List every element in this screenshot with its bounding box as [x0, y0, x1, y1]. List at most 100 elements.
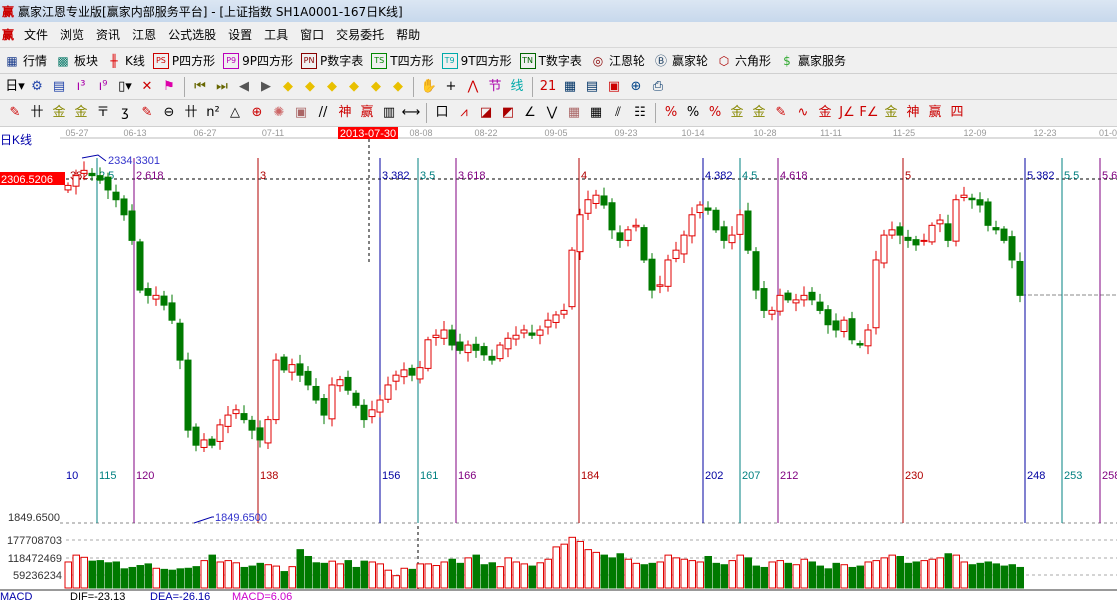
line-tool-icon[interactable]: 线 — [510, 78, 524, 94]
j-angle-icon[interactable]: J∠ — [839, 105, 855, 120]
fan3-icon[interactable]: ◩ — [501, 105, 515, 120]
first-icon[interactable]: ⏮ — [194, 78, 206, 94]
ruler-icon[interactable]: ▥ — [382, 105, 396, 120]
candle-body — [640, 227, 648, 261]
calendar-icon[interactable]: 21 — [539, 78, 557, 94]
fan-icon[interactable]: ⩘ — [460, 105, 468, 120]
toolbar-button-gann-wheel[interactable]: ◎ 江恩轮 — [590, 52, 645, 69]
gold2-icon[interactable]: 金 — [74, 105, 88, 120]
menu-item-3[interactable]: 江恩 — [132, 28, 157, 42]
link-icon[interactable]: ⚙ — [31, 78, 43, 94]
widen-icon[interactable]: ◆ — [327, 78, 337, 94]
toolbar-button-pn[interactable]: PN P数字表 — [301, 52, 363, 69]
toolbar-button-ps[interactable]: PS P四方形 — [152, 52, 215, 69]
toolbar-button-quote-table[interactable]: ▦ 行情 — [4, 52, 47, 69]
shen-angle-icon[interactable]: 神∠ — [906, 105, 920, 126]
menu-item-5[interactable]: 设置 — [228, 28, 253, 42]
report-icon[interactable]: ▤ — [585, 78, 599, 94]
save-icon[interactable]: ▣ — [607, 78, 621, 94]
percent2-icon[interactable]: % — [708, 105, 722, 120]
left-move-icon[interactable]: ◆ — [283, 78, 293, 94]
pen3-icon[interactable]: ✎ — [775, 105, 787, 120]
grid3-icon[interactable]: ▦ — [567, 105, 581, 120]
menu-item-9[interactable]: 帮助 — [396, 28, 421, 42]
parallel-icon[interactable]: ⫽ — [615, 105, 621, 120]
network-icon[interactable]: ⊕ — [630, 78, 642, 94]
menu-item-8[interactable]: 交易委托 — [336, 28, 385, 42]
print-icon[interactable]: ⎙ — [652, 78, 664, 94]
fib-icon[interactable]: 〒 — [96, 105, 110, 120]
gold-line-icon[interactable]: 金 — [752, 105, 766, 120]
shen-icon[interactable]: 神 — [338, 105, 352, 120]
slash-icon[interactable]: // — [318, 105, 328, 120]
circle-icon[interactable]: ⊖ — [163, 105, 175, 120]
zigzag-icon[interactable]: ⋁ — [546, 105, 558, 120]
candle-body — [232, 409, 240, 415]
indicator3-icon[interactable]: ı³ — [76, 78, 86, 94]
grid2-icon[interactable]: 卄 — [184, 105, 198, 120]
toolbar-button-t9[interactable]: T9 9T四方形 — [441, 52, 512, 69]
line-icon[interactable]: ⋀ — [467, 78, 479, 94]
gold-bar-icon[interactable]: 金 — [818, 105, 832, 120]
menu-item-4[interactable]: 公式选股 — [168, 28, 217, 42]
indicator9-icon[interactable]: ı⁹ — [98, 78, 108, 94]
menu-item-6[interactable]: 工具 — [264, 28, 289, 42]
toolbar-button-p9[interactable]: P9 9P四方形 — [223, 52, 293, 69]
flag-icon[interactable]: ⚑ — [163, 78, 175, 94]
si-angle-icon[interactable]: 四∠ — [950, 105, 964, 126]
menu-item-0[interactable]: 文件 — [24, 28, 49, 42]
span-icon[interactable]: ⟷ — [401, 105, 421, 120]
toolbar-button-sector[interactable]: ▩ 板块 — [55, 52, 98, 69]
table-icon[interactable]: ☷ — [634, 105, 646, 120]
gold-circle-icon[interactable]: 金 — [730, 105, 744, 120]
candle-type-icon[interactable]: ▯▾ — [118, 78, 132, 94]
grid-icon[interactable]: 卄 — [30, 105, 44, 120]
zoom-out-icon[interactable]: ◆ — [393, 78, 403, 94]
pen2-icon[interactable]: ✎ — [141, 105, 153, 120]
hand-icon[interactable]: ✋ — [420, 78, 438, 94]
radar-icon[interactable]: ✺ — [273, 105, 285, 120]
prev-icon[interactable]: ◀ — [239, 78, 249, 94]
target-icon[interactable]: ⊕ — [251, 105, 263, 120]
f-angle-icon[interactable]: F∠ — [859, 105, 879, 120]
ying-icon[interactable]: 赢 — [360, 105, 374, 120]
narrow-icon[interactable]: ◆ — [349, 78, 359, 94]
spiral-icon[interactable]: ʒ — [121, 105, 129, 120]
toolbar-button-tn[interactable]: TN T数字表 — [519, 52, 582, 69]
box-icon[interactable]: ▣ — [294, 105, 308, 120]
calculator-icon[interactable]: ▦ — [563, 78, 577, 94]
gold-icon[interactable]: 金 — [52, 105, 66, 120]
triangle-icon[interactable]: △ — [230, 105, 240, 120]
fan2-icon[interactable]: ◪ — [479, 105, 493, 120]
right-move-icon[interactable]: ◆ — [305, 78, 315, 94]
toolbar-button-ts[interactable]: TS T四方形 — [371, 52, 434, 69]
gold-angle-icon[interactable]: 金∠ — [884, 105, 898, 126]
rect-icon[interactable]: 口 — [435, 105, 449, 120]
section-icon[interactable]: 节 — [488, 78, 502, 94]
grid4-icon[interactable]: ▦ — [589, 105, 603, 120]
next-icon[interactable]: ▶ — [261, 78, 271, 94]
zoom-in-icon[interactable]: ◆ — [371, 78, 381, 94]
notes-icon[interactable]: ▤ — [52, 78, 66, 94]
pen-icon[interactable]: ✎ — [9, 105, 21, 120]
toolbar-button-hexagon[interactable]: ⬡ 六角形 — [716, 52, 771, 69]
gann-count-label: 212 — [780, 470, 798, 482]
ying-angle-icon[interactable]: 赢∠ — [928, 105, 942, 126]
last-icon[interactable]: ⏭ — [216, 78, 228, 94]
toolbar-button-winner-wheel[interactable]: Ⓑ 赢家轮 — [653, 52, 708, 69]
menu-item-1[interactable]: 浏览 — [60, 28, 85, 42]
percent-line-icon[interactable]: % — [664, 105, 678, 120]
draw-icon[interactable]: ✕ — [141, 78, 153, 94]
percent-icon[interactable]: % — [686, 105, 700, 120]
kline-chart[interactable]: 05-27 06-13 06-27 07-11 08-08 08-22 09-05 09-23… — [0, 127, 1117, 601]
menu-item-2[interactable]: 资讯 — [96, 28, 121, 42]
angle-icon[interactable]: ∠ — [524, 105, 536, 120]
period-day-icon[interactable]: 日▾ — [5, 78, 25, 94]
toolbar-button-dollar[interactable]: $ 赢家服务 — [779, 52, 846, 69]
volume-bar — [1000, 565, 1008, 589]
menu-item-7[interactable]: 窗口 — [300, 28, 325, 42]
toolbar-button-kline[interactable]: ╫ K线 — [106, 52, 145, 69]
wave-icon[interactable]: ∿ — [797, 105, 809, 120]
crosshair-icon[interactable]: + — [445, 78, 457, 94]
square-icon[interactable]: n² — [206, 105, 220, 120]
